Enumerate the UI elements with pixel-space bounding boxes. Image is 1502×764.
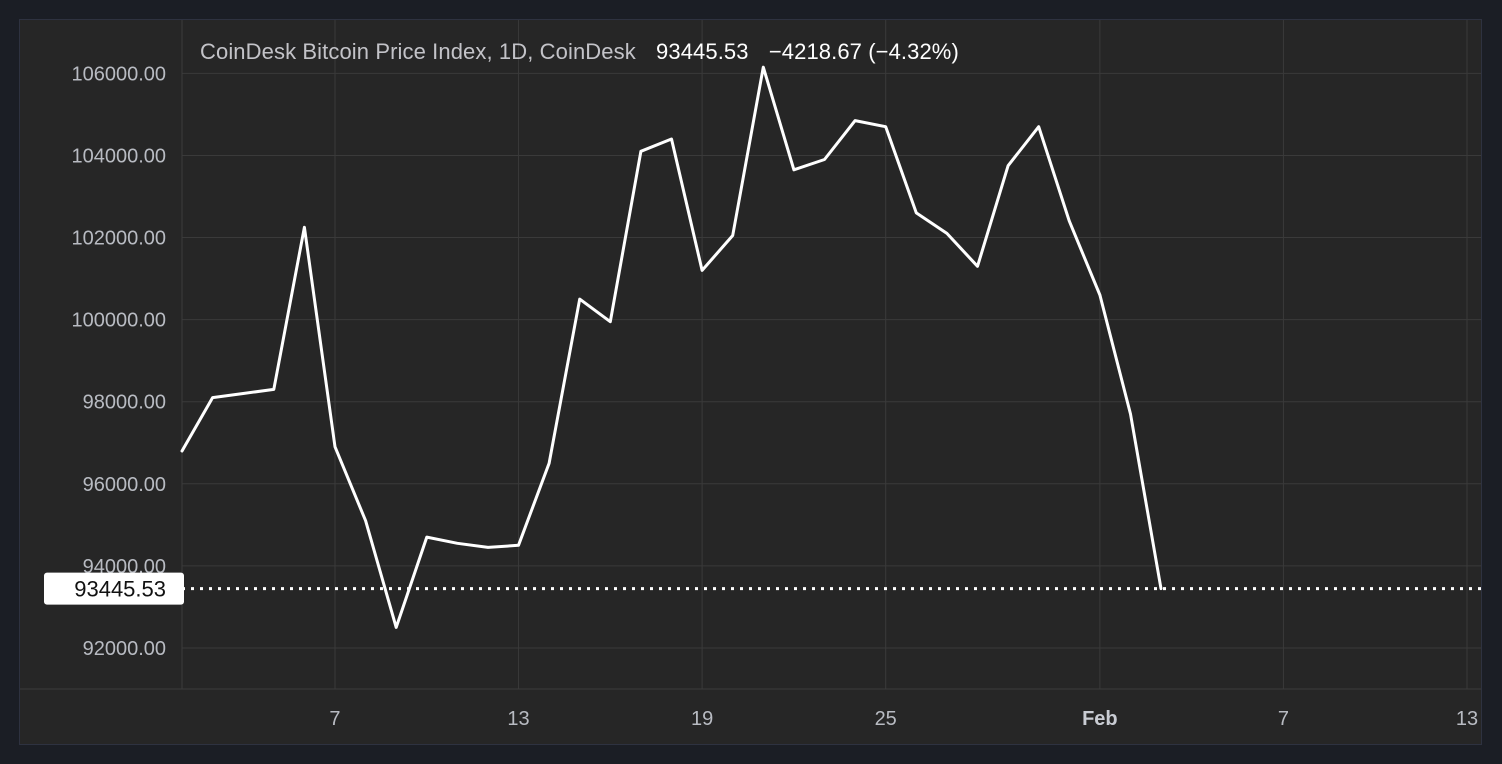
x-tick-label: 25 <box>875 708 897 730</box>
legend-change: −4218.67 (−4.32%) <box>768 39 959 64</box>
last-price-marker: 93445.53 <box>44 572 1481 605</box>
x-axis: 7 13 19 25 Feb 7 13 <box>20 688 1481 730</box>
price-chart[interactable]: 92000.00 94000.00 96000.00 98000.00 100000.0… <box>20 20 1481 744</box>
x-tick-label: 7 <box>329 708 340 730</box>
legend-title: CoinDesk Bitcoin Price Index, 1D, CoinDe… <box>200 39 636 64</box>
y-tick-label: 100000.00 <box>71 310 166 332</box>
x-tick-label: 13 <box>1456 708 1478 730</box>
chart-widget[interactable]: 92000.00 94000.00 96000.00 98000.00 100000.0… <box>19 19 1482 745</box>
y-tick-label: 94000.00 <box>83 556 166 578</box>
x-tick-label: 7 <box>1278 708 1289 730</box>
price-series <box>180 65 1163 629</box>
y-axis: 92000.00 94000.00 96000.00 98000.00 100000.0… <box>71 20 183 689</box>
price-line <box>180 65 1163 629</box>
x-tick-label: Feb <box>1082 708 1118 730</box>
y-tick-label: 96000.00 <box>83 474 166 496</box>
x-tick-label: 19 <box>691 708 713 730</box>
y-tick-label: 104000.00 <box>71 145 166 167</box>
y-tick-label: 92000.00 <box>83 638 166 660</box>
x-tick-label: 13 <box>507 708 529 730</box>
y-tick-label: 106000.00 <box>71 63 166 85</box>
y-tick-label: 102000.00 <box>71 228 166 250</box>
legend: CoinDesk Bitcoin Price Index, 1D, CoinDe… <box>200 39 959 65</box>
y-tick-label: 98000.00 <box>83 392 166 414</box>
legend-last-value: 93445.53 <box>656 39 749 64</box>
last-price-badge <box>44 572 184 605</box>
last-price-label: 93445.53 <box>74 577 166 602</box>
grid <box>182 20 1481 689</box>
